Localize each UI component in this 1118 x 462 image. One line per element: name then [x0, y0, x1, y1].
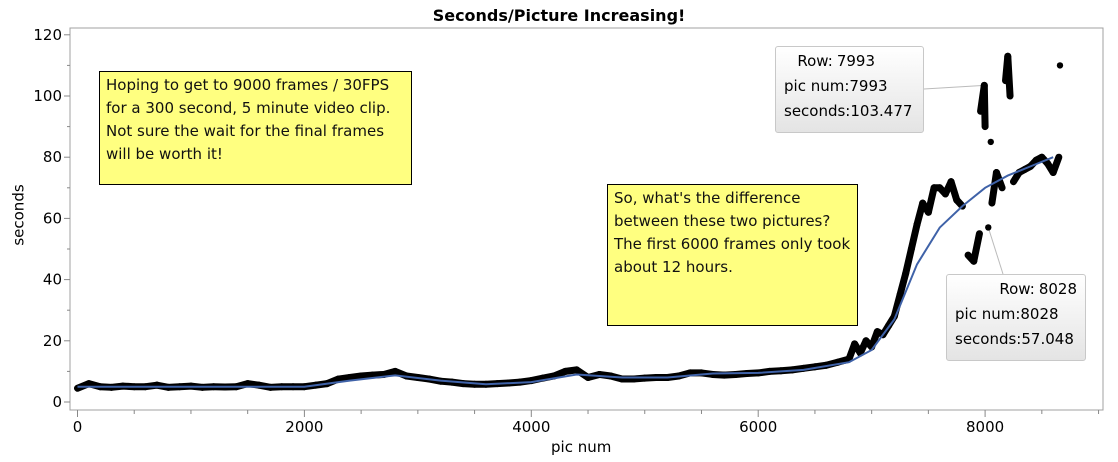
annotation-difference[interactable]: So, what's the difference between these … [607, 184, 858, 326]
data-point [908, 245, 915, 253]
tooltip-row-7993: Row: 7993 pic num:7993 seconds:103.477 [775, 46, 924, 133]
plot-frame [69, 27, 1104, 411]
tooltip-y-value: 103.477 [850, 102, 913, 120]
data-point [930, 184, 938, 191]
x-tick-label: 4000 [512, 418, 550, 436]
x-tick-label: 6000 [739, 418, 777, 436]
y-tick-label: 0 [52, 393, 62, 411]
data-point [988, 199, 996, 207]
data-band [924, 184, 938, 216]
annotation-goal[interactable]: Hoping to get to 9000 frames / 30FPS for… [99, 71, 412, 185]
data-point [562, 368, 569, 375]
data-point [1049, 169, 1057, 176]
data-point [976, 230, 983, 237]
data-point [1006, 92, 1014, 100]
data-point [902, 270, 909, 277]
data-band [970, 230, 983, 265]
y-tick-label: 40 [43, 271, 62, 289]
data-point [346, 374, 353, 381]
tooltip-x-label: pic num: [955, 305, 1021, 323]
x-tick-label: 2000 [285, 418, 323, 436]
data-point [913, 221, 921, 228]
tooltip-row-8028: Row: 8028 pic num:8028 seconds:57.048 [946, 274, 1086, 361]
tooltip-x-value: 8028 [1020, 305, 1059, 323]
data-point [925, 209, 932, 216]
data-point [936, 184, 943, 191]
data-point [1004, 53, 1011, 60]
data-point [987, 138, 994, 146]
data-point [391, 368, 399, 375]
data-band [896, 269, 910, 299]
data-point [335, 375, 342, 383]
y-tick-label: 60 [43, 209, 62, 227]
data-band [902, 245, 915, 277]
data-point [573, 366, 580, 374]
tooltip-row-value: 8028 [1038, 280, 1077, 298]
data-point [1056, 62, 1064, 69]
y-tick-label: 80 [43, 148, 62, 166]
data-band [980, 81, 989, 131]
data-point [919, 199, 926, 207]
data-point [1044, 160, 1051, 167]
y-axis-label: seconds [9, 184, 28, 246]
data-point [1032, 157, 1040, 164]
x-tick-label: 8000 [966, 418, 1004, 436]
data-band [890, 291, 904, 320]
data-point [985, 224, 992, 231]
data-point [953, 196, 960, 204]
y-tick-label: 120 [33, 26, 62, 44]
tooltip-y-value: 57.048 [1021, 330, 1074, 348]
data-point [981, 82, 988, 89]
y-tick-label: 20 [43, 332, 62, 350]
data-point [862, 337, 870, 344]
tooltip-y-label: seconds: [955, 330, 1022, 348]
data-point [998, 184, 1006, 191]
data-point [1038, 154, 1046, 161]
data-point [896, 291, 904, 299]
data-point [1055, 154, 1063, 161]
tooltip-row-label: Row: [999, 280, 1035, 298]
data-point [851, 340, 858, 348]
data-point [85, 380, 93, 387]
data-point [942, 190, 949, 198]
tooltip-row-label: Row: [797, 52, 833, 70]
tooltip-x-value: 7993 [849, 77, 888, 95]
data-band [907, 221, 921, 253]
x-tick-label: 0 [73, 418, 83, 436]
data-point [369, 371, 376, 379]
data-point [874, 328, 881, 335]
fit-line [77, 156, 1054, 388]
tooltip-leader [987, 227, 1004, 275]
tooltip-x-label: pic num: [784, 77, 850, 95]
data-point [981, 123, 989, 130]
data-point [993, 169, 1000, 176]
y-tick-label: 100 [33, 87, 62, 105]
x-axis-label: pic num [551, 438, 612, 456]
data-point [977, 108, 984, 115]
chart-title: Seconds/Picture Increasing! [432, 6, 686, 25]
tooltip-row-value: 7993 [836, 52, 875, 70]
tooltip-leader [923, 84, 985, 90]
data-point [357, 372, 365, 380]
data-point [1002, 77, 1009, 84]
data-point [970, 258, 977, 265]
tooltip-y-label: seconds: [784, 102, 851, 120]
data-point [964, 251, 972, 259]
data-point [1010, 178, 1017, 185]
data-band [1004, 52, 1014, 100]
data-point [947, 178, 955, 185]
data-point [244, 380, 251, 387]
